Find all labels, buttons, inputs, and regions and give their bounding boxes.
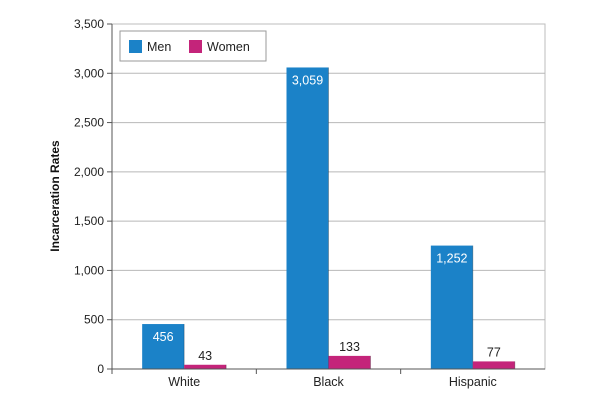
data-label: 456 — [153, 330, 174, 344]
data-label: 77 — [487, 345, 501, 359]
y-axis: 0 500 1,000 1,500 2,000 2,500 3,000 3,500 — [74, 17, 113, 376]
legend-label-men: Men — [147, 40, 171, 54]
bar-men-hispanic — [430, 245, 473, 369]
y-tick-label: 0 — [97, 362, 104, 376]
bar-women-hispanic — [472, 361, 515, 369]
data-label: 43 — [198, 349, 212, 363]
y-tick-label: 3,500 — [74, 17, 104, 31]
bar-men-black — [286, 67, 329, 369]
legend-swatch-men — [129, 40, 142, 53]
bar-women-black — [328, 355, 371, 369]
data-label: 3,059 — [292, 73, 323, 87]
legend-swatch-women — [189, 40, 202, 53]
bar-women-white — [184, 364, 227, 369]
bars: 456 43 3,059 133 1,252 77 — [142, 67, 516, 369]
y-tick-label: 500 — [84, 313, 104, 327]
x-axis: White Black Hispanic — [111, 368, 545, 389]
legend: Men Women — [119, 30, 267, 62]
y-tick-label: 3,000 — [74, 66, 104, 80]
bar-men-white — [142, 324, 185, 369]
data-label: 1,252 — [436, 252, 467, 266]
data-label: 133 — [339, 340, 360, 354]
y-axis-label: Incarceration Rates — [48, 140, 62, 252]
x-tick-label: Black — [313, 375, 344, 389]
y-tick-label: 1,500 — [74, 214, 104, 228]
legend-label-women: Women — [207, 40, 250, 54]
y-tick-label: 1,000 — [74, 263, 104, 277]
y-tick-label: 2,000 — [74, 165, 104, 179]
y-tick-label: 2,500 — [74, 116, 104, 130]
x-tick-label: White — [168, 375, 200, 389]
x-tick-label: Hispanic — [449, 375, 497, 389]
